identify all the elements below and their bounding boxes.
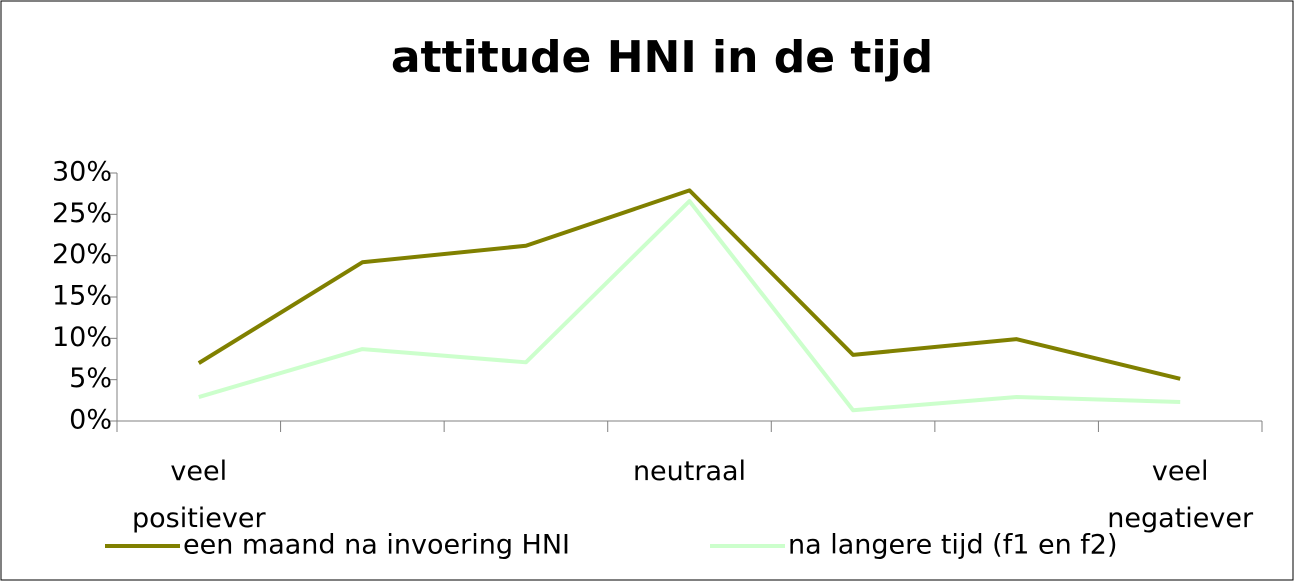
x-tick-label: neutraal [632,456,747,487]
series-line [197,188,1181,381]
y-tick-label: 5% [69,363,112,394]
y-tick-label: 10% [52,322,112,353]
y-tick-label: 25% [52,198,112,229]
legend-label: na langere tijd (f1 en f2) [788,530,1117,561]
x-tick-label: veel positiever [131,456,266,534]
legend-label: een maand na invoering HNI [183,530,570,561]
y-tick-label: 0% [69,405,112,436]
chart-title: attitude HNI in de tijd [391,32,933,83]
y-tick-label: 15% [52,281,112,312]
x-tick-label: veel negatiever [1107,456,1254,534]
y-tick-label: 30% [52,157,112,188]
y-tick-label: 20% [52,239,112,270]
series-line [198,199,1181,413]
